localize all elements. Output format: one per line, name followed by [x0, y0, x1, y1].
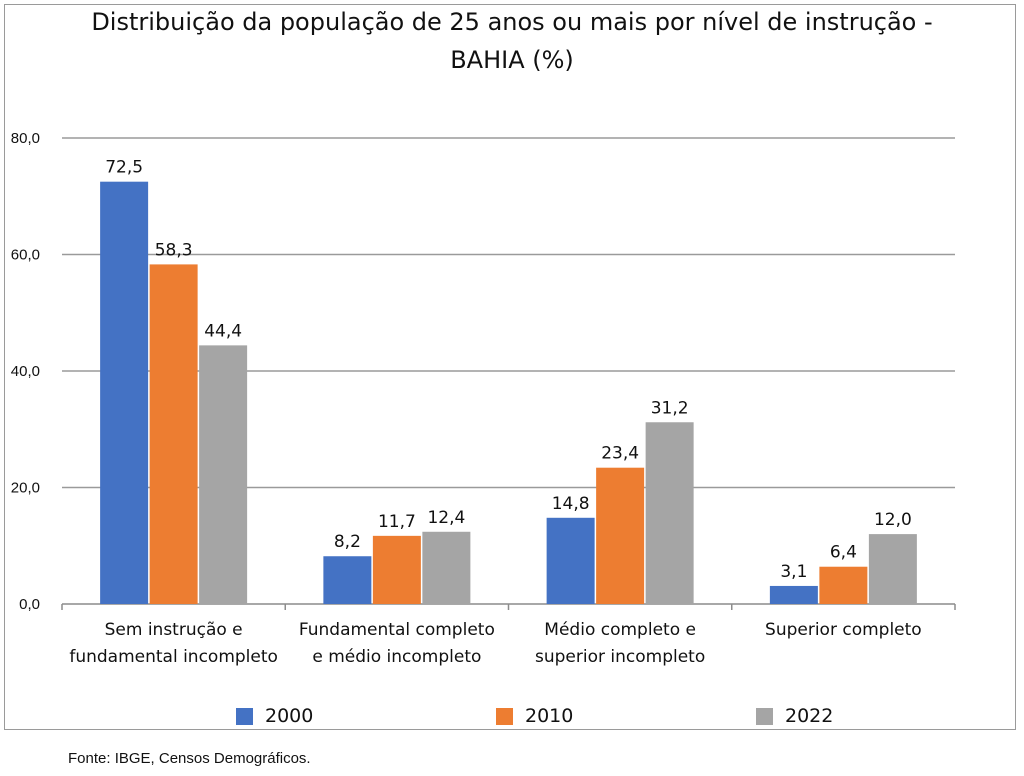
bar-2010 [819, 566, 868, 604]
bar-2022 [422, 531, 471, 604]
y-tick-label: 40,0 [11, 363, 40, 380]
legend-item-2010: 2010 [496, 705, 573, 727]
bar-2022 [645, 422, 694, 604]
legend-item-2000: 2000 [236, 705, 313, 727]
legend-swatch-2000 [236, 707, 253, 725]
bar-2022 [199, 345, 248, 604]
bar-2000 [546, 517, 595, 604]
data-label: 11,7 [378, 512, 416, 532]
x-category-label: fundamental incompleto [69, 647, 278, 667]
bar-2000 [769, 585, 818, 604]
data-label: 14,8 [552, 494, 590, 514]
chart-title-line-1: Distribuição da população de 25 anos ou … [91, 8, 933, 36]
data-label: 31,2 [651, 398, 689, 418]
y-tick-label: 80,0 [11, 130, 40, 147]
data-label: 6,4 [830, 543, 857, 563]
y-tick-label: 20,0 [11, 480, 40, 497]
legend-label-2022: 2022 [785, 705, 834, 727]
bar-2022 [868, 534, 917, 604]
x-category-label: superior incompleto [535, 647, 705, 667]
data-label: 12,0 [874, 510, 912, 530]
chart-title-line-2: BAHIA (%) [450, 46, 574, 74]
legend-label-2000: 2000 [265, 705, 314, 727]
legend-label-2010: 2010 [525, 705, 574, 727]
data-label: 72,5 [105, 158, 143, 178]
x-category-label: e médio incompleto [312, 647, 481, 667]
y-tick-label: 60,0 [11, 247, 40, 264]
data-label: 44,4 [204, 321, 242, 341]
y-tick-label: 0,0 [19, 596, 40, 613]
x-category-label: Superior completo [765, 620, 922, 640]
legend-swatch-2022 [756, 707, 773, 725]
x-category-label: Fundamental completo [299, 620, 495, 640]
bar-2000 [323, 556, 372, 604]
legend-item-2022: 2022 [756, 705, 833, 727]
data-label: 3,1 [780, 562, 807, 582]
data-label: 8,2 [334, 532, 361, 552]
bar-2010 [149, 264, 198, 604]
legend-swatch-2010 [496, 707, 513, 725]
source-note: Fonte: IBGE, Censos Demográficos. [68, 750, 311, 767]
data-label: 58,3 [155, 240, 193, 260]
bar-2010 [596, 467, 645, 604]
data-label: 23,4 [601, 444, 639, 464]
chart-frame [4, 4, 1016, 730]
x-category-label: Médio completo e [544, 620, 696, 640]
data-label: 12,4 [427, 508, 465, 528]
bar-2000 [100, 181, 149, 604]
bar-2010 [372, 535, 421, 604]
x-category-label: Sem instrução e [105, 620, 243, 640]
